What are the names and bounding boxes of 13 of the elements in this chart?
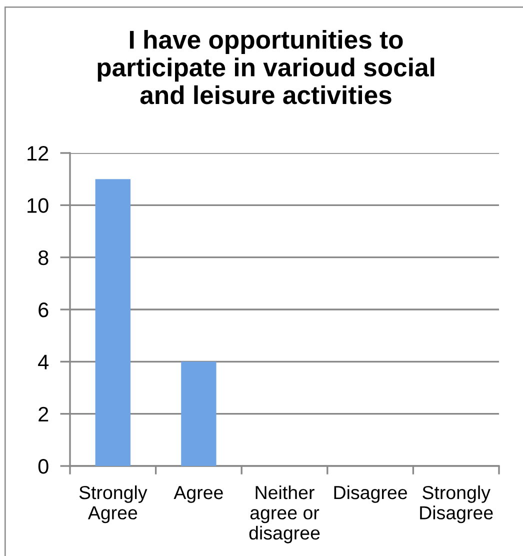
x-tick-label: Disagree [334, 485, 407, 503]
y-tick-label: 6 [38, 302, 48, 318]
chart-title: I have opportunities to participate in varioud social and leisure activities [98, 30, 434, 104]
y-tick-label: 10 [28, 198, 48, 213]
y-tick-label: 2 [38, 406, 48, 422]
x-tick-label: Neither agree or disagree [249, 485, 320, 544]
y-tick-label: 0 [38, 459, 48, 474]
y-tick-label: 4 [38, 354, 49, 370]
x-tick-label: Strongly Disagree [420, 485, 493, 524]
x-tick-label: Agree [174, 486, 223, 503]
x-tick-label: Strongly Agree [79, 485, 148, 524]
y-tick-label: 8 [38, 250, 48, 266]
y-tick-label: 12 [28, 146, 48, 161]
